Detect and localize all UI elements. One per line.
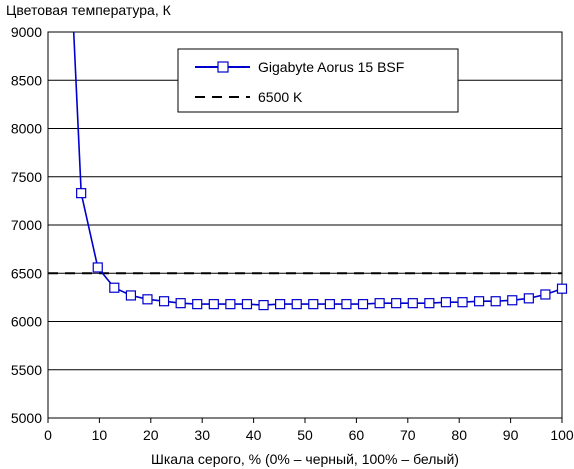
x-tick-label: 80 [451,427,467,443]
data-point [175,298,186,309]
data-point [424,298,435,309]
legend-label-gigabyte: Gigabyte Aorus 15 BSF [258,59,404,75]
legend: Gigabyte Aorus 15 BSF 6500 K [177,48,459,113]
data-point [241,299,253,310]
data-point [357,299,369,310]
x-tick-label: 50 [297,427,313,443]
data-point [308,299,319,310]
y-tick-label: 5500 [11,362,42,378]
data-point [440,297,452,308]
y-tick-label: 7000 [11,217,42,233]
y-tick-label: 8500 [11,72,42,88]
x-tick-label: 90 [503,427,519,443]
x-tick-label: 30 [194,427,210,443]
x-axis-label: Шкала серого, % (0% – черный, 100% – бел… [151,451,459,467]
y-axis-label: Цветовая температура, К [6,2,172,18]
data-point [341,299,352,310]
x-tick-label: 100 [550,427,574,443]
data-point [142,294,153,305]
data-point [507,295,518,306]
x-tick-label: 60 [349,427,365,443]
legend-label-6500k: 6500 K [258,89,303,105]
data-point [490,296,501,307]
data-point [192,299,203,310]
data-point [125,290,137,301]
data-point [523,293,534,304]
data-point [225,299,236,310]
legend-marker-gigabyte [217,61,229,73]
y-tick-label: 7500 [11,169,42,185]
data-point [457,297,468,308]
data-point [158,296,170,307]
plot-frame [47,31,563,419]
data-point [92,262,103,273]
data-point [407,298,418,309]
data-point [556,283,568,294]
data-point [291,299,302,310]
data-point [76,188,87,199]
data-point [473,296,485,307]
x-tick-label: 0 [44,427,52,443]
data-point [275,299,286,310]
y-tick-label: 9000 [11,24,42,40]
gridlines [48,79,562,371]
data-point [374,298,385,309]
data-point [391,298,402,309]
x-tick-label: 40 [246,427,262,443]
data-point [324,299,335,310]
x-tick-label: 10 [92,427,108,443]
data-point [540,289,551,300]
legend-box [177,48,459,113]
y-tick-label: 6000 [11,314,42,330]
y-tick-label: 8000 [11,121,42,137]
x-tick-labels: 0 10 20 30 40 50 60 70 80 90 100 [44,418,574,443]
data-point [208,299,219,310]
series-layer [48,31,568,311]
y-tick-labels: 5000 5500 6000 6500 7000 7500 8000 8500 9000 [11,24,42,426]
y-tick-label: 5000 [11,410,42,426]
x-tick-label: 20 [143,427,159,443]
x-tick-label: 70 [400,427,416,443]
data-point [258,299,269,311]
y-tick-label: 6500 [11,265,42,281]
data-point [109,282,120,293]
